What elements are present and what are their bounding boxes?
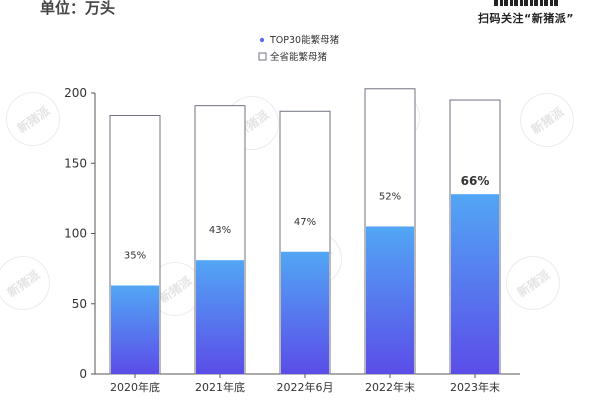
data-label: 66% bbox=[461, 174, 490, 188]
legend-marker-top30 bbox=[259, 37, 265, 43]
y-tick-label: 0 bbox=[79, 367, 87, 381]
x-tick-label: 2021年底 bbox=[195, 380, 245, 394]
unit-label: 单位：万头 bbox=[40, 0, 116, 17]
y-tick-label: 200 bbox=[64, 86, 87, 100]
x-tick-label: 2020年底 bbox=[110, 380, 160, 394]
y-tick-label: 50 bbox=[72, 297, 87, 311]
brand-slogan: 扫码关注“新猪派” bbox=[478, 12, 574, 25]
data-label: 52% bbox=[379, 191, 401, 202]
bar-top30 bbox=[111, 285, 159, 374]
bar-top30 bbox=[366, 226, 414, 374]
data-label: 47% bbox=[294, 217, 316, 228]
x-tick-label: 2022年6月 bbox=[277, 380, 334, 394]
bar-top30 bbox=[196, 260, 244, 374]
legend-marker-total bbox=[258, 52, 267, 61]
data-label: 35% bbox=[124, 250, 146, 261]
legend-label-total: 全省能繁母猪 bbox=[270, 51, 328, 63]
y-tick-label: 150 bbox=[64, 156, 87, 170]
qr-code-strip bbox=[494, 0, 559, 6]
y-tick-label: 100 bbox=[64, 227, 87, 241]
bar-top30 bbox=[281, 251, 329, 374]
data-label: 43% bbox=[209, 225, 231, 236]
brand-badge: 扫码关注“新猪派” bbox=[478, 0, 574, 26]
bar-top30 bbox=[451, 194, 499, 374]
x-tick-label: 2022年末 bbox=[365, 380, 415, 394]
x-tick-label: 2023年末 bbox=[450, 380, 500, 394]
legend-label-top30: TOP30能繁母猪 bbox=[269, 34, 340, 46]
